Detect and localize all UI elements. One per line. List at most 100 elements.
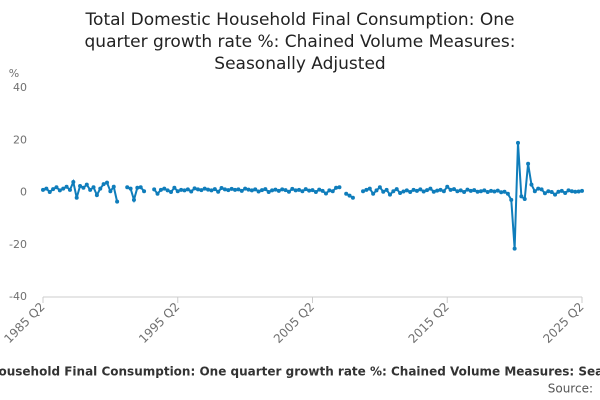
data-point — [253, 187, 258, 192]
data-point — [536, 186, 541, 191]
data-point — [580, 188, 584, 193]
data-point — [387, 192, 392, 197]
data-point — [522, 197, 527, 202]
data-point — [482, 188, 487, 193]
y-tick-label: 20 — [13, 133, 27, 146]
data-point — [344, 191, 349, 196]
data-point — [128, 186, 133, 191]
data-point — [195, 187, 200, 192]
data-point — [276, 188, 281, 193]
data-point — [256, 189, 261, 194]
data-point — [185, 187, 190, 192]
data-point — [515, 140, 520, 145]
data-point — [202, 186, 207, 191]
data-point — [131, 197, 136, 202]
data-point — [472, 188, 477, 193]
data-point — [290, 186, 295, 191]
data-point — [455, 189, 460, 194]
data-point — [408, 189, 413, 194]
y-tick-label: 40 — [13, 81, 27, 94]
data-point — [192, 186, 197, 191]
data-point — [209, 188, 214, 193]
data-point — [78, 183, 83, 188]
data-point — [431, 189, 436, 194]
data-point — [41, 187, 45, 192]
data-point — [293, 188, 298, 193]
data-point — [337, 185, 342, 190]
data-point — [111, 184, 116, 189]
data-point — [165, 188, 170, 193]
data-point — [64, 184, 69, 189]
x-tick-label: 1985 Q2 — [1, 300, 47, 346]
data-point — [135, 185, 140, 190]
data-point — [61, 186, 66, 191]
data-point — [219, 186, 224, 191]
data-point — [259, 188, 264, 193]
data-point — [478, 189, 483, 194]
data-point — [57, 188, 62, 193]
data-point — [155, 191, 160, 196]
data-point — [384, 187, 389, 192]
y-axis-label: % — [9, 67, 19, 80]
data-point — [249, 188, 254, 193]
data-point — [398, 191, 403, 196]
x-tick-label: 2025 Q2 — [540, 300, 586, 346]
data-point — [542, 191, 547, 196]
data-point — [303, 187, 308, 192]
data-point — [414, 188, 419, 193]
data-point — [563, 191, 568, 196]
data-point — [532, 189, 537, 194]
data-point — [286, 189, 291, 194]
data-point — [162, 186, 167, 191]
data-point — [175, 189, 180, 194]
data-point — [101, 182, 106, 187]
data-point — [438, 187, 443, 192]
data-point — [502, 189, 507, 194]
data-point — [350, 195, 355, 200]
data-point — [394, 187, 399, 192]
data-point — [317, 187, 322, 192]
data-point — [138, 185, 143, 190]
data-point — [310, 188, 315, 193]
y-tick-label: -20 — [9, 238, 27, 251]
data-point — [499, 190, 504, 195]
data-point — [125, 185, 130, 190]
data-point — [367, 186, 372, 191]
y-tick-label: 0 — [20, 186, 27, 199]
data-point — [465, 187, 470, 192]
data-point — [573, 189, 578, 194]
data-point — [54, 185, 59, 190]
data-point — [381, 189, 386, 194]
data-point — [492, 189, 497, 194]
data-point — [236, 187, 241, 192]
data-point — [233, 187, 238, 192]
data-point — [428, 186, 433, 191]
data-point — [445, 184, 450, 189]
data-point — [371, 191, 376, 196]
data-point — [509, 197, 514, 202]
data-point — [566, 188, 571, 193]
data-point — [266, 189, 271, 194]
chart-title: Total Domestic Household Final Consumpti… — [85, 10, 516, 74]
data-point — [216, 189, 221, 194]
data-point — [519, 194, 524, 199]
data-point — [505, 191, 510, 196]
data-point — [539, 187, 544, 192]
data-point — [81, 185, 86, 190]
x-tick-label: 2005 Q2 — [271, 300, 317, 346]
data-point — [425, 188, 430, 193]
y-tick-label: -40 — [9, 290, 27, 303]
data-point — [330, 189, 335, 194]
data-point — [71, 180, 76, 185]
data-point — [158, 187, 163, 192]
data-point — [361, 189, 366, 194]
data-point — [458, 188, 463, 193]
data-point — [74, 195, 79, 200]
data-point — [411, 187, 416, 192]
data-point — [212, 187, 217, 192]
data-point — [489, 188, 494, 193]
data-point — [569, 189, 574, 194]
data-point — [441, 189, 446, 194]
data-point — [320, 188, 325, 193]
legend-label: Total Domestic Household Final Consumpti… — [0, 365, 600, 379]
